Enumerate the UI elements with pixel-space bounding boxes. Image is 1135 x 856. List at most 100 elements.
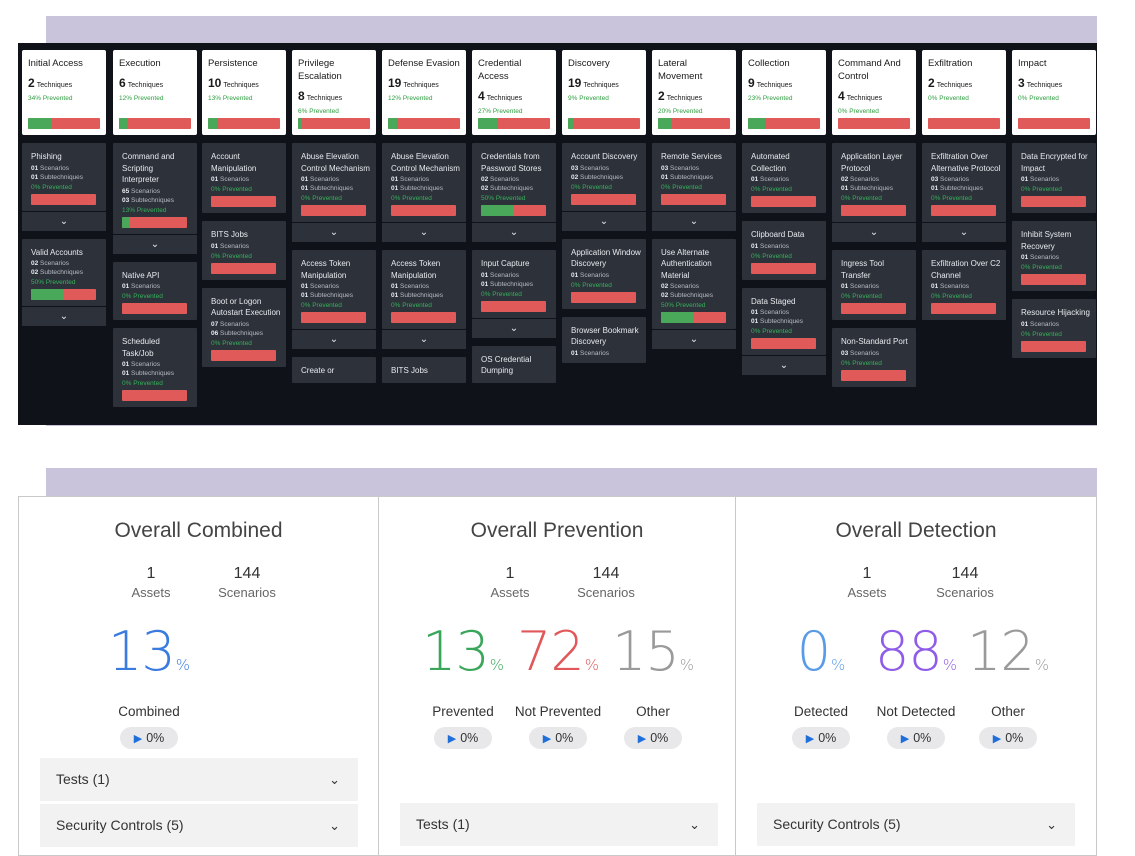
technique-card[interactable]: Data Encrypted for Impact 01 Scenarios 0% … [1012,143,1096,213]
technique-card[interactable]: Account Discovery 03 Scenarios 02 Subtechn… [562,143,646,211]
technique-meta: 01 Scenarios [391,176,461,183]
technique-meta: 01 Scenarios [931,283,1001,290]
technique-meta: 01 Scenarios [841,283,911,290]
security-controls-accordion[interactable]: Security Controls (5) ⌄ [40,804,358,847]
technique-card[interactable]: Exfiltration Over Alternative Protocol 03… [922,143,1006,222]
technique-card[interactable]: Phishing 01 Scenarios 01 Subtechniques 0% P… [22,143,106,211]
expand-chevron-icon[interactable]: ⌄ [562,211,646,231]
prevented-label: 0% Prevented [751,252,792,260]
technique-card[interactable]: Application Window Discovery 01 Scenarios… [562,238,646,309]
scenarios-stat: 144 Scenarios [207,565,287,600]
technique-card[interactable]: Abuse Elevation Control Mechanism 01 Scen… [382,143,466,222]
tactic-header[interactable]: Defense Evasion 19 Techniques 12% Prevented [382,50,466,135]
technique-card[interactable]: Inhibit System Recovery 01 Scenarios 0% Pr… [1012,221,1096,291]
technique-card[interactable]: OS Credential Dumping [472,345,556,383]
tactic-name: Defense Evasion [388,58,460,69]
technique-card[interactable]: BITS Jobs 01 Scenarios 0% Prevented [202,221,286,280]
tactic-header[interactable]: Initial Access 2 Techniques 34% Prevented [22,50,106,135]
technique-card[interactable]: Use Alternate Authentication Material 02 … [652,238,736,329]
prevented-label: 50% Prevented [661,302,706,309]
expand-chevron-icon[interactable]: ⌄ [22,211,106,231]
meta-count: 01 [31,173,39,181]
technique-card[interactable]: Boot or Logon Autostart Execution 07 Scen… [202,287,286,367]
tactic-header[interactable]: Privilege Escalation 8 Techniques 6% Preven… [292,50,376,135]
technique-count: 6 Techniques [119,76,192,90]
technique-card[interactable]: Data Staged 01 Scenarios 01 Subtechniques 0… [742,287,826,355]
technique-card[interactable]: Abuse Elevation Control Mechanism 01 Scen… [292,143,376,222]
trend-chip[interactable]: ▶ 0% [886,727,946,749]
tactic-header[interactable]: Discovery 19 Techniques 9% Prevented [562,50,646,135]
technique-card[interactable]: Valid Accounts 02 Scenarios 02 Subtechniqu… [22,238,106,306]
technique-name: Credentials from Password Stores [481,152,542,173]
technique-card[interactable]: Clipboard Data 01 Scenarios 0% Prevented [742,221,826,280]
security-controls-accordion[interactable]: Security Controls (5) ⌄ [757,803,1075,846]
expand-chevron-icon[interactable]: ⌄ [292,330,376,349]
technique-card[interactable]: Command and Scripting Interpreter 65 Scen… [113,143,197,234]
technique-card[interactable]: Access Token Manipulation 01 Scenarios 01 … [292,250,376,329]
technique-card[interactable]: Credentials from Password Stores 02 Scena… [472,143,556,222]
expand-chevron-icon[interactable]: ⌄ [742,356,826,375]
trend-chip[interactable]: ▶ 0% [978,727,1038,749]
tactic-header[interactable]: Command And Control 4 Techniques 0% Prevent… [832,50,916,135]
trend-chip[interactable]: ▶ 0% [119,727,179,749]
technique-count-value: 2 [658,89,665,103]
expand-chevron-icon[interactable]: ⌄ [472,318,556,338]
expand-chevron-icon[interactable]: ⌄ [113,234,197,254]
technique-card[interactable]: Native API 01 Scenarios 0% Prevented [113,261,197,320]
expand-chevron-icon[interactable]: ⌄ [382,330,466,349]
technique-card[interactable]: Automated Collection 01 Scenarios 0% Preve… [742,143,826,213]
tests-accordion[interactable]: Tests (1) ⌄ [40,758,358,801]
expand-chevron-icon[interactable]: ⌄ [922,223,1006,242]
tactic-header[interactable]: Exfiltration 2 Techniques 0% Prevented [922,50,1006,135]
technique-card[interactable]: Non-Standard Port 03 Scenarios 0% Prevente… [832,328,916,387]
technique-card[interactable]: Ingress Tool Transfer 01 Scenarios 0% Prev… [832,250,916,320]
technique-card[interactable]: Remote Services 03 Scenarios 01 Subtechniq… [652,143,736,211]
tactic-header[interactable]: Credential Access 4 Techniques 27% Prevente… [472,50,556,135]
prevented-label: 13% Prevented [122,206,167,214]
tactic-header[interactable]: Execution 6 Techniques 12% Prevented [113,50,197,135]
technique-card[interactable]: Application Layer Protocol 02 Scenarios 01… [832,143,916,222]
assets-stat: 1 Assets [111,565,191,600]
technique-meta: 01 Scenarios [391,283,461,290]
technique-card[interactable]: Browser Bookmark Discovery 01 Scenarios [562,316,646,363]
tests-accordion[interactable]: Tests (1) ⌄ [400,803,718,846]
expand-chevron-icon[interactable]: ⌄ [22,307,106,326]
technique-card[interactable]: Access Token Manipulation 01 Scenarios 01 … [382,250,466,329]
technique-count: 10 Techniques [208,76,281,90]
technique-card[interactable]: Exfiltration Over C2 Channel 01 Scenarios… [922,250,1006,320]
expand-chevron-icon[interactable]: ⌄ [472,223,556,242]
trend-chip[interactable]: ▶ 0% [528,727,588,749]
expand-chevron-icon[interactable]: ⌄ [292,223,376,242]
tactic-header[interactable]: Collection 9 Techniques 23% Prevented [742,50,826,135]
technique-name: Ingress Tool Transfer [841,259,884,280]
expand-chevron-icon[interactable]: ⌄ [652,211,736,231]
technique-name: Create or [301,366,335,375]
prevented-bar [1021,340,1086,352]
trend-chip[interactable]: ▶ 0% [623,727,683,749]
meta-count: 01 [751,242,759,250]
tactic-header[interactable]: Impact 3 Techniques 0% Prevented [1012,50,1096,135]
technique-count-unit: Techniques [666,95,703,102]
technique-card[interactable]: Create or [292,357,376,383]
technique-card[interactable]: Resource Hijacking 01 Scenarios 0% Prevent… [1012,299,1096,358]
technique-count-unit: Techniques [127,82,164,89]
meta-label: Scenarios [490,176,519,183]
technique-card[interactable]: BITS Jobs [382,357,466,383]
expand-chevron-icon[interactable]: ⌄ [652,330,736,349]
trend-chip[interactable]: ▶ 0% [433,727,493,749]
meta-label: Scenarios [760,309,789,316]
prevented-label: 0% Prevented [841,195,882,202]
technique-count-unit: Techniques [936,82,973,89]
expand-chevron-icon[interactable]: ⌄ [832,223,916,242]
tactic-name: Discovery [568,58,610,69]
prevented-bar [571,291,636,303]
expand-chevron-icon[interactable]: ⌄ [382,223,466,242]
technique-card[interactable]: Account Manipulation 01 Scenarios 0% Preve… [202,143,286,213]
tactic-header[interactable]: Persistence 10 Techniques 13% Prevented [202,50,286,135]
technique-card[interactable]: Input Capture 01 Scenarios 01 Subtechnique… [472,250,556,318]
prevented-bar [571,193,636,205]
technique-meta: 01 Scenarios [122,361,192,368]
technique-card[interactable]: Scheduled Task/Job 01 Scenarios 01 Subtech… [113,328,197,407]
tactic-header[interactable]: Lateral Movement 2 Techniques 20% Prevented [652,50,736,135]
trend-chip[interactable]: ▶ 0% [791,727,851,749]
